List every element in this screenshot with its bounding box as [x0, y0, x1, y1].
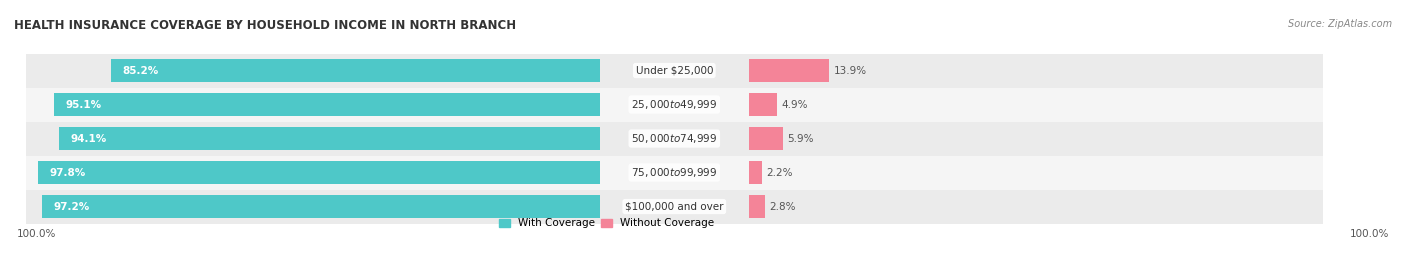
Text: 94.1%: 94.1% [70, 133, 107, 144]
Bar [111, 59, 599, 82]
Bar [749, 161, 762, 183]
Text: 95.1%: 95.1% [65, 100, 101, 109]
Bar [53, 94, 599, 116]
Text: Source: ZipAtlas.com: Source: ZipAtlas.com [1288, 19, 1392, 29]
Text: 100.0%: 100.0% [1350, 229, 1389, 239]
Bar [749, 128, 783, 150]
Bar [749, 196, 765, 218]
Bar [25, 54, 1323, 87]
Text: 2.2%: 2.2% [766, 168, 793, 178]
Text: $25,000 to $49,999: $25,000 to $49,999 [631, 98, 717, 111]
Bar [25, 155, 1323, 190]
Text: 2.8%: 2.8% [769, 201, 796, 211]
Bar [59, 128, 599, 150]
Text: 85.2%: 85.2% [122, 66, 159, 76]
Bar [25, 87, 1323, 122]
Bar [42, 196, 599, 218]
Text: $100,000 and over: $100,000 and over [626, 201, 724, 211]
Text: 4.9%: 4.9% [782, 100, 808, 109]
Text: 100.0%: 100.0% [17, 229, 56, 239]
Text: $75,000 to $99,999: $75,000 to $99,999 [631, 166, 717, 179]
Legend: With Coverage, Without Coverage: With Coverage, Without Coverage [495, 214, 718, 232]
Text: 97.2%: 97.2% [53, 201, 90, 211]
Text: 5.9%: 5.9% [787, 133, 814, 144]
Bar [25, 190, 1323, 224]
Bar [25, 122, 1323, 155]
Bar [38, 161, 599, 183]
Text: $50,000 to $74,999: $50,000 to $74,999 [631, 132, 717, 145]
Text: 97.8%: 97.8% [49, 168, 86, 178]
Bar [749, 59, 828, 82]
Text: HEALTH INSURANCE COVERAGE BY HOUSEHOLD INCOME IN NORTH BRANCH: HEALTH INSURANCE COVERAGE BY HOUSEHOLD I… [14, 19, 516, 32]
Bar [749, 94, 778, 116]
Text: Under $25,000: Under $25,000 [636, 66, 713, 76]
Text: 13.9%: 13.9% [834, 66, 866, 76]
